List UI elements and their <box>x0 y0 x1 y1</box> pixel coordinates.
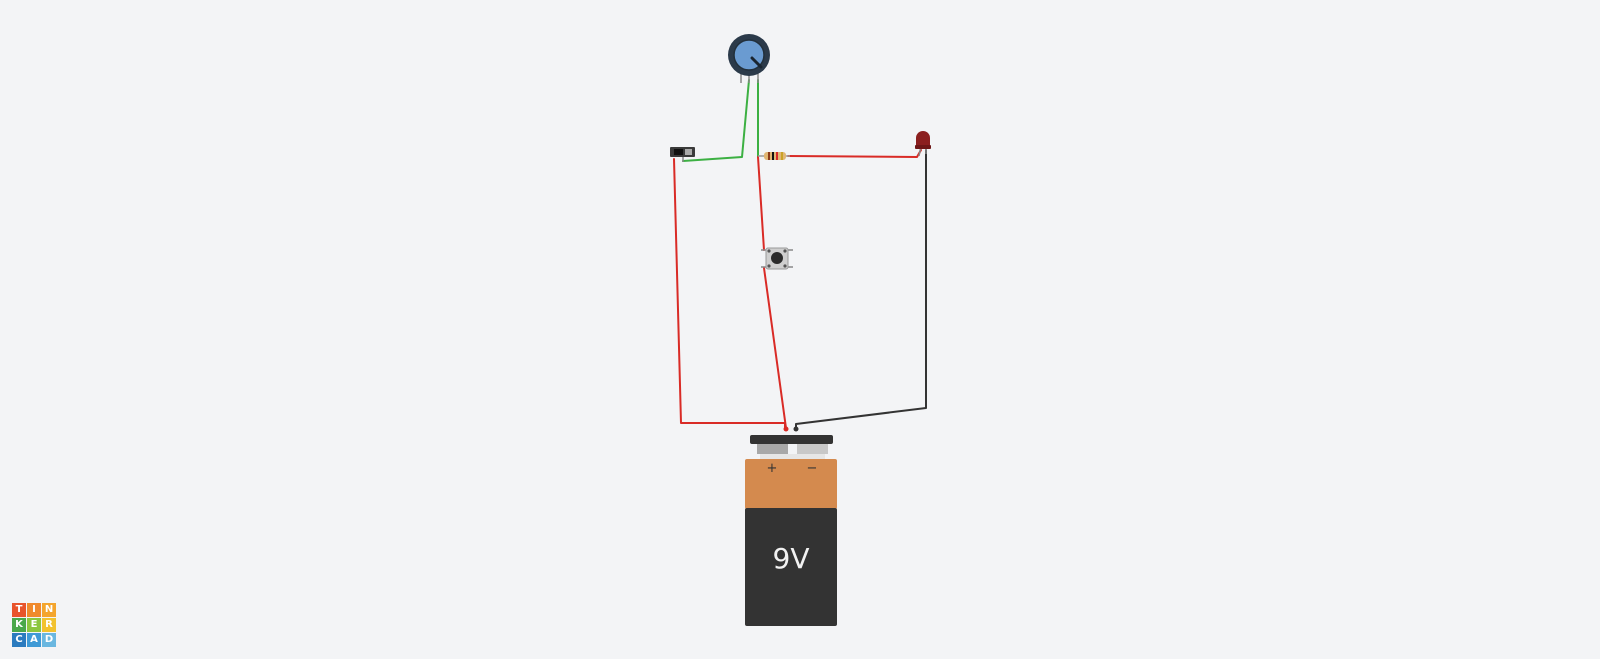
resistor-band <box>772 152 774 160</box>
wire-red-button-to-battery[interactable] <box>763 267 787 429</box>
wires <box>673 79 927 432</box>
led-dome[interactable] <box>916 131 930 148</box>
battery-plus-label: + <box>767 461 778 476</box>
battery-terminal-negative[interactable] <box>797 444 828 454</box>
logo-tile: D <box>42 633 56 647</box>
logo-tile: C <box>12 633 26 647</box>
wire-black-led-to-battery[interactable] <box>795 149 927 429</box>
wire-red-resistor-to-button[interactable] <box>757 156 765 251</box>
logo-tile: R <box>42 618 56 632</box>
led-rim <box>915 145 931 149</box>
logo-tile: T <box>12 603 26 617</box>
pushbutton[interactable] <box>761 247 793 270</box>
led[interactable] <box>915 131 931 157</box>
logo-tile: E <box>27 618 41 632</box>
potentiometer[interactable] <box>728 34 770 83</box>
resistor-band <box>768 152 770 160</box>
battery-top-shoulder <box>760 454 825 459</box>
battery-minus-label: − <box>807 461 818 476</box>
logo-tile: A <box>27 633 41 647</box>
wire-end-marker <box>783 426 789 432</box>
battery-top <box>745 459 837 509</box>
wire-red-resistor-to-led[interactable] <box>787 149 922 158</box>
tinkercad-logo[interactable]: T I N K E R C A D <box>12 603 56 647</box>
resistor-band <box>781 152 783 160</box>
switch-window <box>685 149 692 155</box>
switch-slider[interactable] <box>674 149 683 155</box>
button-cap[interactable] <box>771 252 783 264</box>
battery-9v[interactable]: + − 9V <box>745 435 837 626</box>
logo-tile: I <box>27 603 41 617</box>
logo-tile: K <box>12 618 26 632</box>
resistor-band <box>776 152 778 160</box>
logo-tile: N <box>42 603 56 617</box>
battery-snap-bar <box>750 435 833 444</box>
battery-terminal-positive[interactable] <box>757 444 788 454</box>
button-screw <box>767 249 771 253</box>
button-screw <box>783 249 787 253</box>
slide-switch[interactable] <box>670 147 695 162</box>
resistor[interactable] <box>758 152 790 160</box>
button-screw <box>767 264 771 268</box>
battery-body <box>745 508 837 626</box>
battery-voltage-label: 9V <box>773 542 810 575</box>
wire-end-marker <box>793 426 799 432</box>
wire-green-pot-to-switch[interactable] <box>682 79 750 162</box>
button-screw <box>783 264 787 268</box>
pot-pointer <box>750 56 763 69</box>
